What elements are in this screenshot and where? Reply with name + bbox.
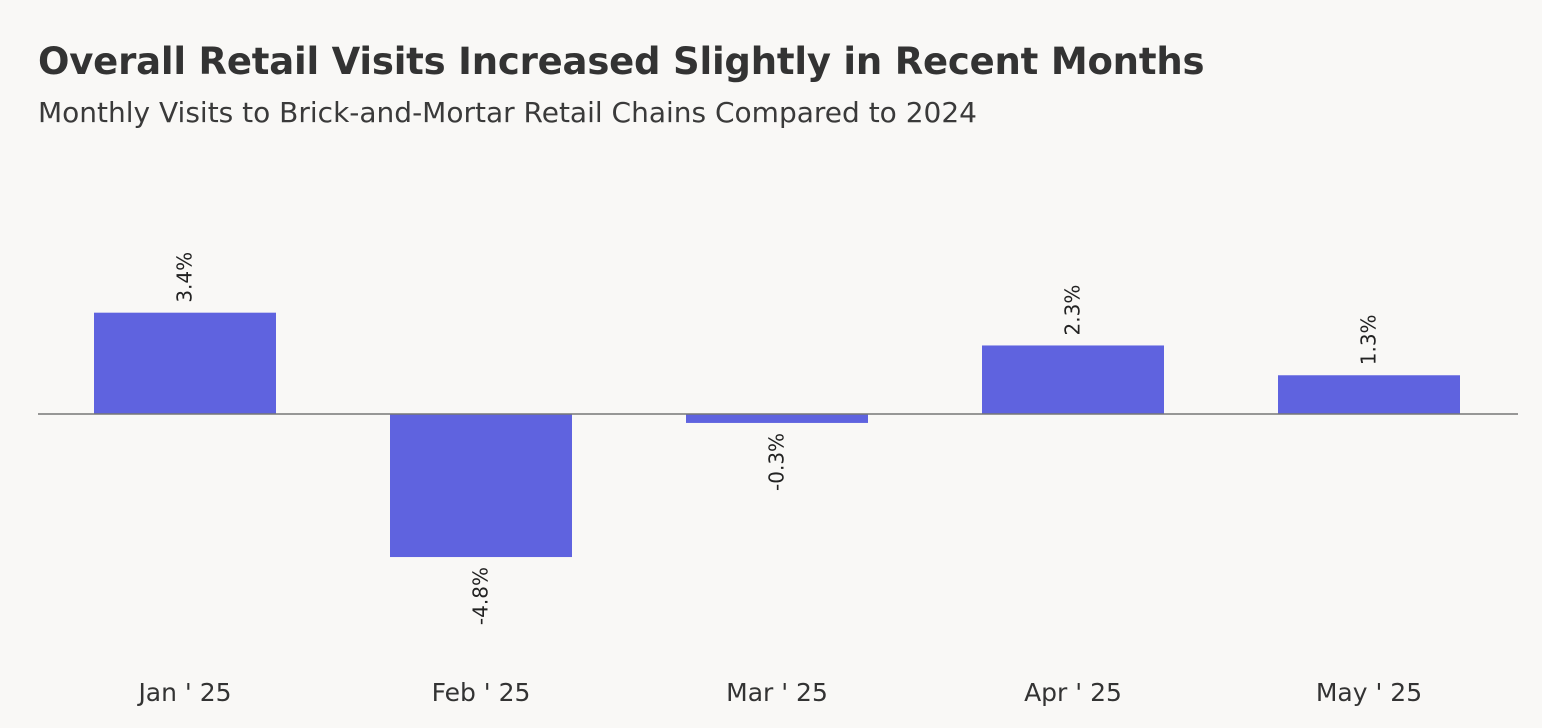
data-label-3: -0.3% (765, 433, 789, 491)
data-label-1: 3.4% (173, 252, 197, 303)
bar-2 (390, 414, 572, 558)
data-labels-group: 3.4% -4.8% -0.3% 2.3% 1.3% (173, 252, 1381, 625)
data-label-4: 2.3% (1061, 285, 1085, 336)
x-tick-label-3: Mar ' 25 (726, 678, 828, 707)
x-tick-label-2: Feb ' 25 (432, 678, 531, 707)
x-tick-label-1: Jan ' 25 (136, 678, 231, 707)
bar-5 (1278, 375, 1460, 414)
bars-group (94, 312, 1460, 558)
x-tick-label-4: Apr ' 25 (1024, 678, 1122, 707)
bar-3 (686, 414, 868, 423)
chart-title: Overall Retail Visits Increased Slightly… (38, 40, 1205, 83)
bar-4 (982, 345, 1164, 414)
bar-1 (94, 312, 276, 414)
x-tick-label-5: May ' 25 (1316, 678, 1422, 707)
data-label-5: 1.3% (1357, 314, 1381, 365)
data-label-2: -4.8% (469, 567, 493, 625)
x-axis-tick-labels: Jan ' 25 Feb ' 25 Mar ' 25 Apr ' 25 May ' 25 (136, 678, 1422, 707)
chart-subtitle: Monthly Visits to Brick-and-Mortar Retai… (38, 96, 977, 129)
